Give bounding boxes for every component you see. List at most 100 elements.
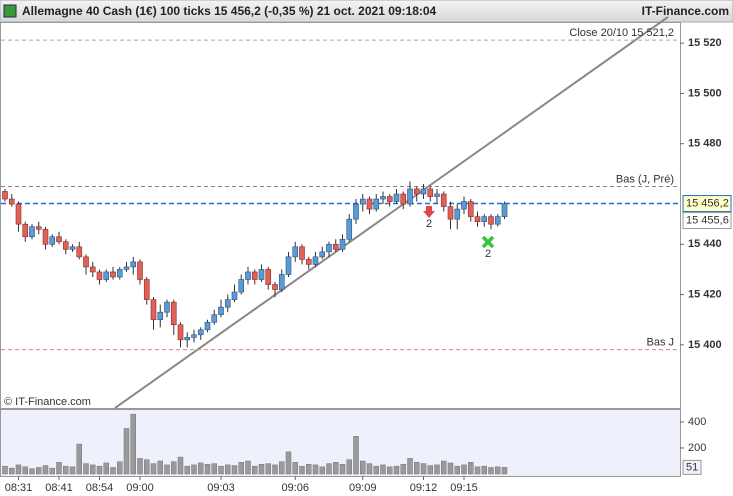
volume-bar <box>245 460 251 475</box>
candle-body <box>427 188 434 197</box>
candle-body <box>150 299 157 321</box>
candle-body <box>218 306 224 316</box>
volume-bar <box>346 459 352 475</box>
candle-body <box>467 201 474 217</box>
candle-body <box>204 321 211 331</box>
volume-bar <box>427 465 433 475</box>
candle-body <box>265 269 272 285</box>
y-tick-label: 15 520 <box>688 37 722 49</box>
volume-bar <box>481 465 487 475</box>
candle-body <box>420 188 427 195</box>
candle-body <box>42 228 49 245</box>
volume-bar <box>2 465 8 475</box>
volume-bar <box>177 456 184 475</box>
volume-bar <box>144 459 150 475</box>
volume-bar <box>488 467 494 475</box>
candle-body <box>35 226 42 230</box>
candle-body <box>346 218 353 240</box>
signal-label: 2 <box>426 218 432 230</box>
candle-body <box>89 266 96 273</box>
volume-bar <box>22 466 28 475</box>
volume-bar <box>474 466 481 475</box>
volume-bar <box>441 460 447 475</box>
x-tick-label: 08:31 <box>5 482 33 494</box>
volume-bar <box>184 465 190 475</box>
candle-body <box>130 261 137 268</box>
volume-bar <box>333 462 339 475</box>
candle-body <box>299 246 305 260</box>
volume-bar <box>258 463 265 475</box>
volume-bar <box>306 463 312 475</box>
y-tick-label: 15 480 <box>688 138 722 150</box>
volume-bar <box>56 462 62 475</box>
candle-body <box>170 301 177 326</box>
volume-bar <box>90 464 96 475</box>
volume-bar <box>204 463 211 475</box>
volume-bar <box>468 462 474 475</box>
candle-body <box>474 216 481 222</box>
candle-body <box>393 193 400 202</box>
volume-bar <box>312 464 319 475</box>
volume-bar <box>211 463 217 475</box>
candle-body <box>312 256 319 265</box>
candle-body <box>56 236 62 243</box>
candle-body <box>339 238 346 250</box>
volume-bar <box>157 460 163 475</box>
candle-body <box>481 216 488 222</box>
candle-body <box>8 198 15 205</box>
candle-body <box>103 271 110 280</box>
volume-bar <box>339 463 346 475</box>
sell-signal <box>423 206 435 218</box>
volume-bar <box>292 462 298 475</box>
volume-bar <box>373 465 379 475</box>
x-tick-label: 09:00 <box>126 482 154 494</box>
volume-bar <box>231 465 238 475</box>
candle-body <box>231 291 238 300</box>
ref-label: Bas (J, Pré) <box>616 173 674 185</box>
ref-label: Bas J <box>646 337 674 349</box>
volume-bar <box>198 462 204 475</box>
candle-body <box>116 269 123 278</box>
candle-body <box>245 271 251 280</box>
signal-label: 2 <box>485 248 491 260</box>
trend-line <box>114 16 669 409</box>
volume-bar <box>380 464 386 475</box>
volume-bar <box>42 465 49 475</box>
candle-body <box>69 246 76 250</box>
last-price-box <box>682 195 732 213</box>
candle-body <box>238 279 245 293</box>
y-tick-label: 400 <box>688 416 706 428</box>
bid-box <box>682 212 732 230</box>
candle-body <box>359 198 366 205</box>
volume-bar <box>36 467 42 475</box>
x-tick-label: 08:54 <box>86 482 114 494</box>
volume-bar <box>400 463 406 475</box>
candle-body <box>96 271 103 280</box>
volume-bar <box>238 462 244 475</box>
volume-bar <box>63 465 69 475</box>
candle-body <box>62 241 69 250</box>
candle-body <box>305 259 312 265</box>
volume-bar <box>9 467 15 475</box>
brand: IT-Finance.com <box>642 4 729 18</box>
candle-body <box>83 256 89 268</box>
volume-bar <box>225 464 231 475</box>
volume-bar <box>407 458 413 475</box>
candle-body <box>353 203 359 220</box>
volume-bar <box>96 465 103 475</box>
candle-body <box>380 196 386 200</box>
candle-body <box>49 236 56 245</box>
candle-body <box>434 193 440 197</box>
ref-label: Close 20/10 15 521,2 <box>569 27 674 39</box>
candle-body <box>447 206 454 220</box>
candle-body <box>461 201 467 210</box>
y-tick-label: 15 420 <box>688 288 722 300</box>
candle-body <box>319 251 326 258</box>
volume-bar <box>103 462 109 475</box>
y-tick-label: 15 440 <box>688 238 722 250</box>
volume-bar <box>83 463 89 475</box>
volume-bar <box>360 460 366 475</box>
candle-body <box>211 314 218 323</box>
candle-body <box>386 196 393 202</box>
